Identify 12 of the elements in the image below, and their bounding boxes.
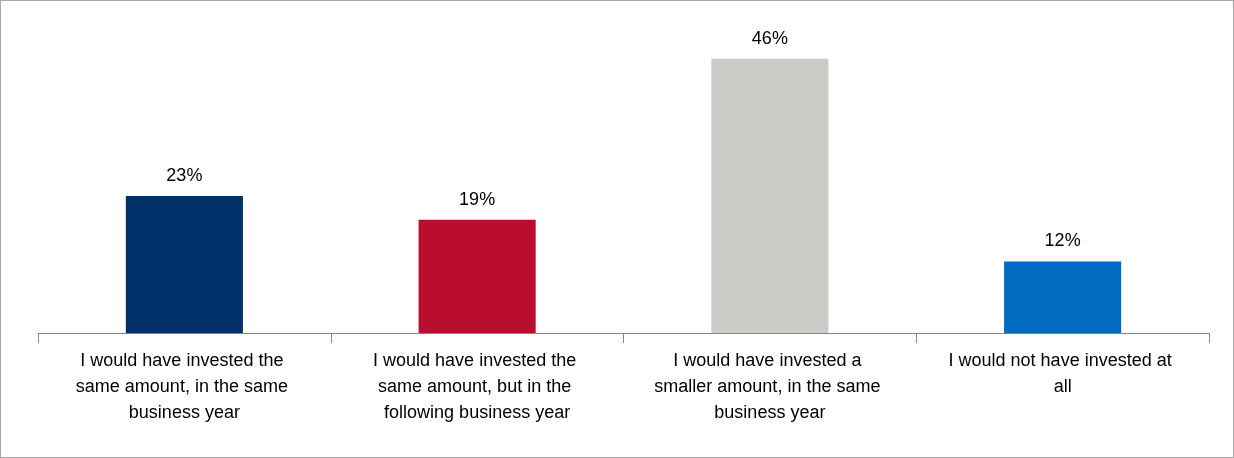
bar [711,58,829,333]
x-tick-label: I would have invested the same amount, but in the following business year [373,350,582,422]
bar [418,219,536,333]
x-tick-label: I would not have invested at all [948,350,1177,396]
bar [1004,261,1122,333]
data-label: 12% [1044,230,1081,251]
data-label: 46% [751,27,788,48]
data-label: 23% [166,164,203,185]
data-label: 19% [459,188,496,209]
bar [125,195,243,333]
x-tick-label: I would have invested a smaller amount, in the same business year [654,350,886,422]
x-tick-label: I would have invested the same amount, in the same business year [75,350,293,422]
